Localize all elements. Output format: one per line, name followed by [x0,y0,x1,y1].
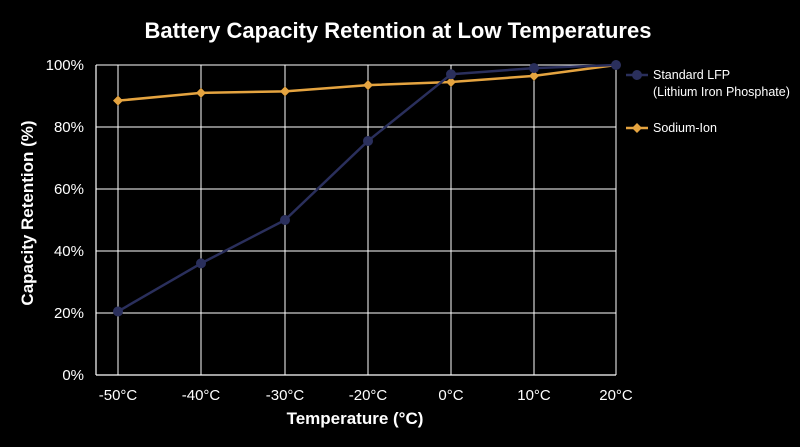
x-tick-label: 20°C [599,387,633,404]
data-point-lfp [446,69,456,80]
data-point-sodium [280,86,290,97]
series-line-lfp [117,63,617,313]
x-tick-label: 0°C [438,387,463,404]
data-point-sodium [196,87,206,98]
series-layer [113,60,621,317]
data-point-sodium [529,70,539,81]
chart-title: Battery Capacity Retention at Low Temper… [145,18,652,43]
y-axis-title: Capacity Retention (%) [18,120,37,305]
x-tick-label: 10°C [517,387,551,404]
x-tick-label: -30°C [266,387,305,404]
y-tick-labels: 0% 20% 40% 60% 80% 100% [46,57,84,384]
data-point-lfp [529,63,539,74]
x-tick-label: -40°C [182,387,221,404]
grid [95,64,617,376]
data-point-sodium [446,77,456,88]
x-tick-labels: -50°C -40°C -30°C -20°C 0°C 10°C 20°C [99,387,633,404]
data-point-lfp [611,60,621,70]
legend: Standard LFP (Lithium Iron Phosphate) So… [626,68,790,135]
x-axis-title: Temperature (°C) [287,409,424,428]
data-point-lfp [363,135,373,146]
y-tick-label: 60% [54,181,84,198]
legend-item-lfp: Standard LFP (Lithium Iron Phosphate) [626,68,790,99]
legend-label-lfp-line2: (Lithium Iron Phosphate) [653,85,790,99]
y-tick-label: 40% [54,243,84,260]
legend-label-lfp: Standard LFP [653,68,730,82]
data-point-lfp [196,258,206,269]
legend-marker-sodium [632,123,642,133]
data-point-sodium [113,95,123,106]
x-tick-label: -50°C [99,387,138,404]
x-tick-label: -20°C [349,387,388,404]
data-point-sodium [363,80,373,91]
legend-marker-lfp [632,70,642,80]
data-point-lfp [113,306,123,317]
y-tick-label: 20% [54,305,84,322]
y-tick-label: 80% [54,119,84,136]
y-tick-label: 100% [46,57,84,74]
data-point-lfp [280,215,290,225]
legend-label-sodium: Sodium-Ion [653,121,717,135]
y-tick-label: 0% [62,367,84,384]
legend-item-sodium: Sodium-Ion [626,121,717,135]
